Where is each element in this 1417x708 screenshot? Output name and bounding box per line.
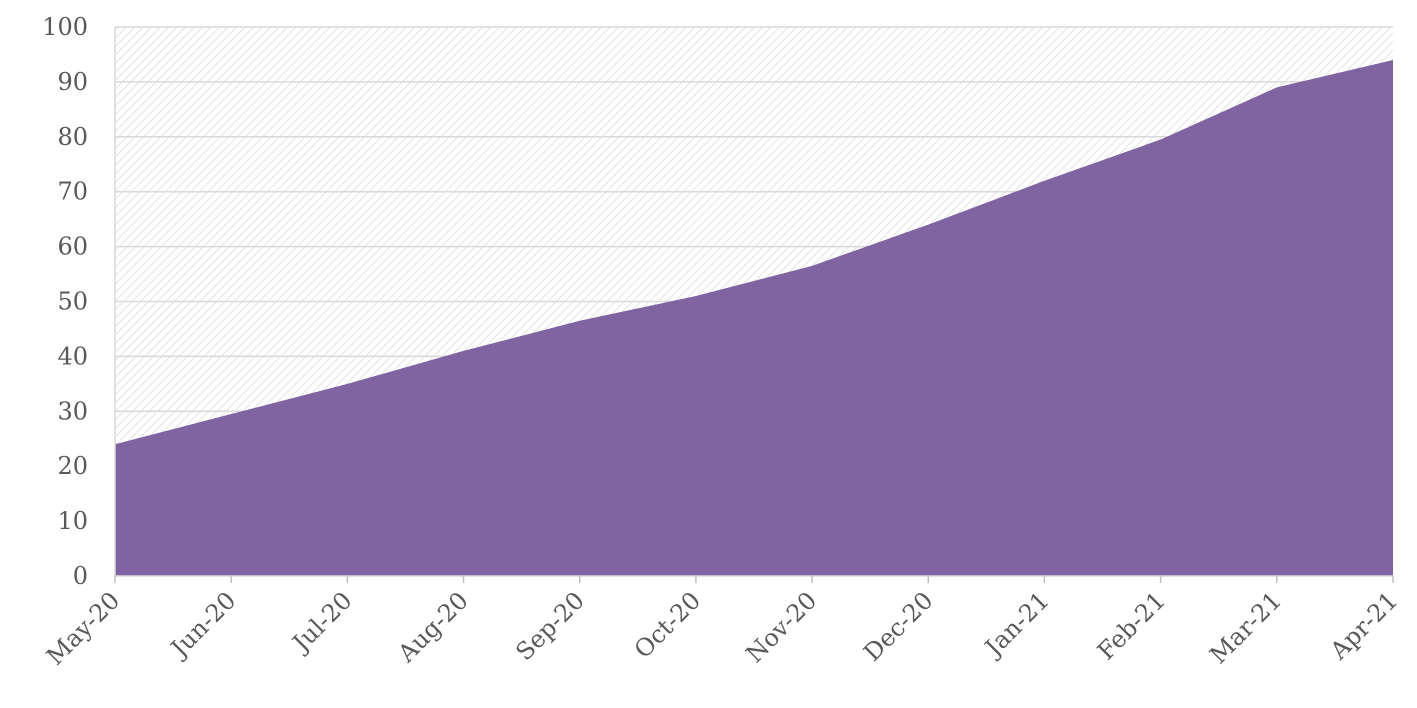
x-tick-label: Sep-20 (510, 586, 590, 666)
axes (114, 27, 1394, 583)
y-tick-label: 50 (57, 288, 88, 316)
y-tick-label: 70 (57, 178, 88, 206)
x-tick-label: Jul-20 (285, 586, 357, 658)
y-tick-label: 10 (57, 507, 88, 535)
y-tick-label: 40 (57, 342, 88, 370)
y-tick-labels: 0 10 20 30 40 50 60 70 80 90 100 (42, 13, 88, 590)
x-tick-labels: May-20 Jun-20 Jul-20 Aug-20 Sep-20 Oct-20 Nov-… (41, 586, 1403, 670)
y-tick-label: 60 (57, 233, 88, 261)
y-tick-label: 30 (57, 397, 88, 425)
x-tick-label: Feb-21 (1092, 586, 1171, 665)
x-tick-label: May-20 (41, 586, 125, 670)
x-tick-label: Aug-20 (392, 586, 474, 668)
x-tick-label: Apr-21 (1324, 586, 1403, 665)
area-series-group (115, 59, 1393, 576)
y-tick-label: 80 (57, 123, 88, 151)
y-tick-label: 90 (57, 68, 88, 96)
y-tick-label: 100 (42, 13, 88, 41)
x-tick-label: Dec-20 (858, 586, 938, 666)
area-series (115, 59, 1393, 576)
x-tick-label: Oct-20 (629, 586, 706, 663)
y-tick-label: 20 (57, 452, 88, 480)
x-tick-label: Jun-20 (164, 586, 242, 664)
x-tick-label: Jan-21 (978, 586, 1055, 663)
x-tick-label: Nov-20 (741, 586, 823, 668)
y-tick-label: 0 (73, 562, 88, 590)
x-tick-label: Mar-21 (1204, 586, 1287, 669)
